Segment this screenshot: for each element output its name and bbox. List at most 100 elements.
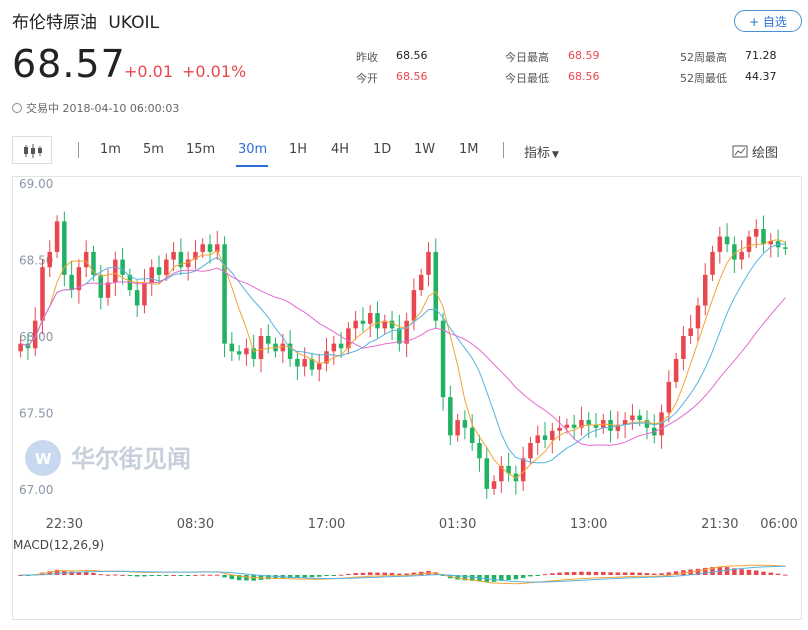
candle-body <box>236 351 242 355</box>
interval-1m[interactable]: 1m <box>100 142 121 157</box>
macd-histogram-bar <box>761 571 766 575</box>
stat-52w-high-label: 52周最高 <box>680 51 727 64</box>
instrument-name: 布伦特原油 <box>12 13 97 33</box>
candle-body <box>783 247 788 249</box>
interval-15m[interactable]: 15m <box>186 142 216 157</box>
macd-histogram-bar <box>302 575 307 578</box>
candle-body <box>491 481 497 489</box>
add-watchlist-button[interactable]: + 自选 <box>734 10 802 32</box>
candle-body <box>469 427 475 444</box>
candle-body <box>200 244 205 252</box>
macd-histogram-bar <box>535 575 540 576</box>
macd-histogram-bar <box>83 572 89 575</box>
macd-histogram-bar <box>630 572 635 575</box>
macd-histogram-bar <box>732 568 737 575</box>
interval-30m[interactable]: 30m <box>238 142 268 157</box>
candle-body <box>477 443 482 459</box>
interval-5m[interactable]: 5m <box>143 142 164 157</box>
candle-body <box>207 244 213 252</box>
candle-body <box>411 290 417 321</box>
interval-1w[interactable]: 1W <box>414 142 436 157</box>
macd-histogram-bar <box>156 575 162 576</box>
x-tick-label: 13:00 <box>570 517 607 532</box>
stat-52w-high-value: 71.28 <box>745 49 777 62</box>
candle-body <box>316 363 322 370</box>
y-tick-label: 68.50 <box>19 254 53 268</box>
macd-histogram-bar <box>673 571 679 575</box>
candle-body <box>593 424 599 428</box>
stat-52w-low-label: 52周最低 <box>680 72 727 85</box>
y-tick-label: 69.00 <box>19 177 53 191</box>
macd-histogram-bar <box>120 574 125 576</box>
candle-body <box>426 251 431 275</box>
candle-body <box>105 282 111 298</box>
interval-1mo[interactable]: 1M <box>459 142 479 157</box>
macd-histogram-bar <box>98 574 104 576</box>
candle-body <box>120 259 125 275</box>
chart-area[interactable]: W华尔街见闻69.0068.5068.0067.5067.0022:3008:3… <box>12 176 802 620</box>
candle-body <box>295 358 300 367</box>
macd-histogram-bar <box>149 575 154 576</box>
macd-histogram-bar <box>520 575 526 578</box>
candle-body <box>324 351 329 364</box>
watermark-text: 华尔街见闻 <box>71 445 191 473</box>
macd-histogram-bar <box>564 572 570 575</box>
candle-body <box>557 427 562 431</box>
macd-histogram-bar <box>134 575 140 577</box>
candle-body <box>433 251 439 321</box>
macd-histogram-bar <box>783 574 788 576</box>
candle-body <box>156 267 162 275</box>
macd-histogram-bar <box>622 572 628 575</box>
candle-body <box>54 221 60 252</box>
ma-long-line <box>20 267 786 446</box>
price-chart[interactable]: W华尔街见闻69.0068.5068.0067.5067.0022:3008:3… <box>13 177 801 619</box>
candle-body <box>564 424 570 428</box>
macd-histogram-bar <box>710 567 715 575</box>
macd-histogram-bar <box>579 571 584 575</box>
instrument-title: 布伦特原油 UKOIL <box>12 8 159 33</box>
candle-body <box>586 420 591 425</box>
draw-button[interactable]: 绘图 <box>732 142 778 161</box>
candle-body <box>338 343 344 349</box>
macd-histogram-bar <box>397 573 402 575</box>
draw-icon <box>732 145 748 158</box>
macd-histogram-bar <box>746 569 752 575</box>
clock-icon <box>12 103 22 113</box>
candle-body <box>455 420 460 436</box>
macd-histogram-bar <box>76 572 82 575</box>
trading-status: 交易中 2018-04-10 06:00:03 <box>12 100 179 116</box>
candlestick-icon <box>24 144 42 158</box>
candle-body <box>499 465 504 482</box>
macd-histogram-bar <box>499 575 504 581</box>
macd-histogram-bar <box>178 575 184 576</box>
macd-histogram-bar <box>353 573 358 575</box>
macd-histogram-bar <box>586 571 591 575</box>
candle-body <box>215 244 220 252</box>
macd-histogram-bar <box>768 572 774 575</box>
macd-histogram-bar <box>200 574 205 576</box>
candle-body <box>193 251 198 260</box>
macd-histogram-bar <box>207 574 213 576</box>
candle-body <box>331 343 337 352</box>
macd-histogram-bar <box>244 575 249 581</box>
toolbar-divider <box>503 142 504 158</box>
caret-down-icon: ▼ <box>552 150 559 160</box>
candle-body <box>360 320 366 324</box>
macd-histogram-bar <box>550 573 555 575</box>
interval-1d[interactable]: 1D <box>373 142 392 157</box>
interval-4h[interactable]: 4H <box>331 142 350 157</box>
macd-histogram-bar <box>404 573 409 575</box>
stat-prev-close-label: 昨收 <box>356 51 378 64</box>
indicator-dropdown[interactable]: 指标 ▼ <box>524 142 559 161</box>
candle-body <box>32 320 38 349</box>
chart-toolbar: 1m 5m 15m 30m 1H 4H 1D 1W 1M 指标 ▼ 绘图 <box>12 136 802 167</box>
active-interval-underline <box>236 165 268 167</box>
chart-type-button[interactable] <box>12 136 52 164</box>
macd-histogram-bar <box>739 569 744 575</box>
macd-histogram-bar <box>601 571 606 575</box>
interval-1h[interactable]: 1H <box>289 142 308 157</box>
x-tick-label: 22:30 <box>46 517 83 532</box>
candle-body <box>266 336 271 344</box>
macd-histogram-bar <box>382 572 388 575</box>
macd-histogram-bar <box>666 572 672 575</box>
